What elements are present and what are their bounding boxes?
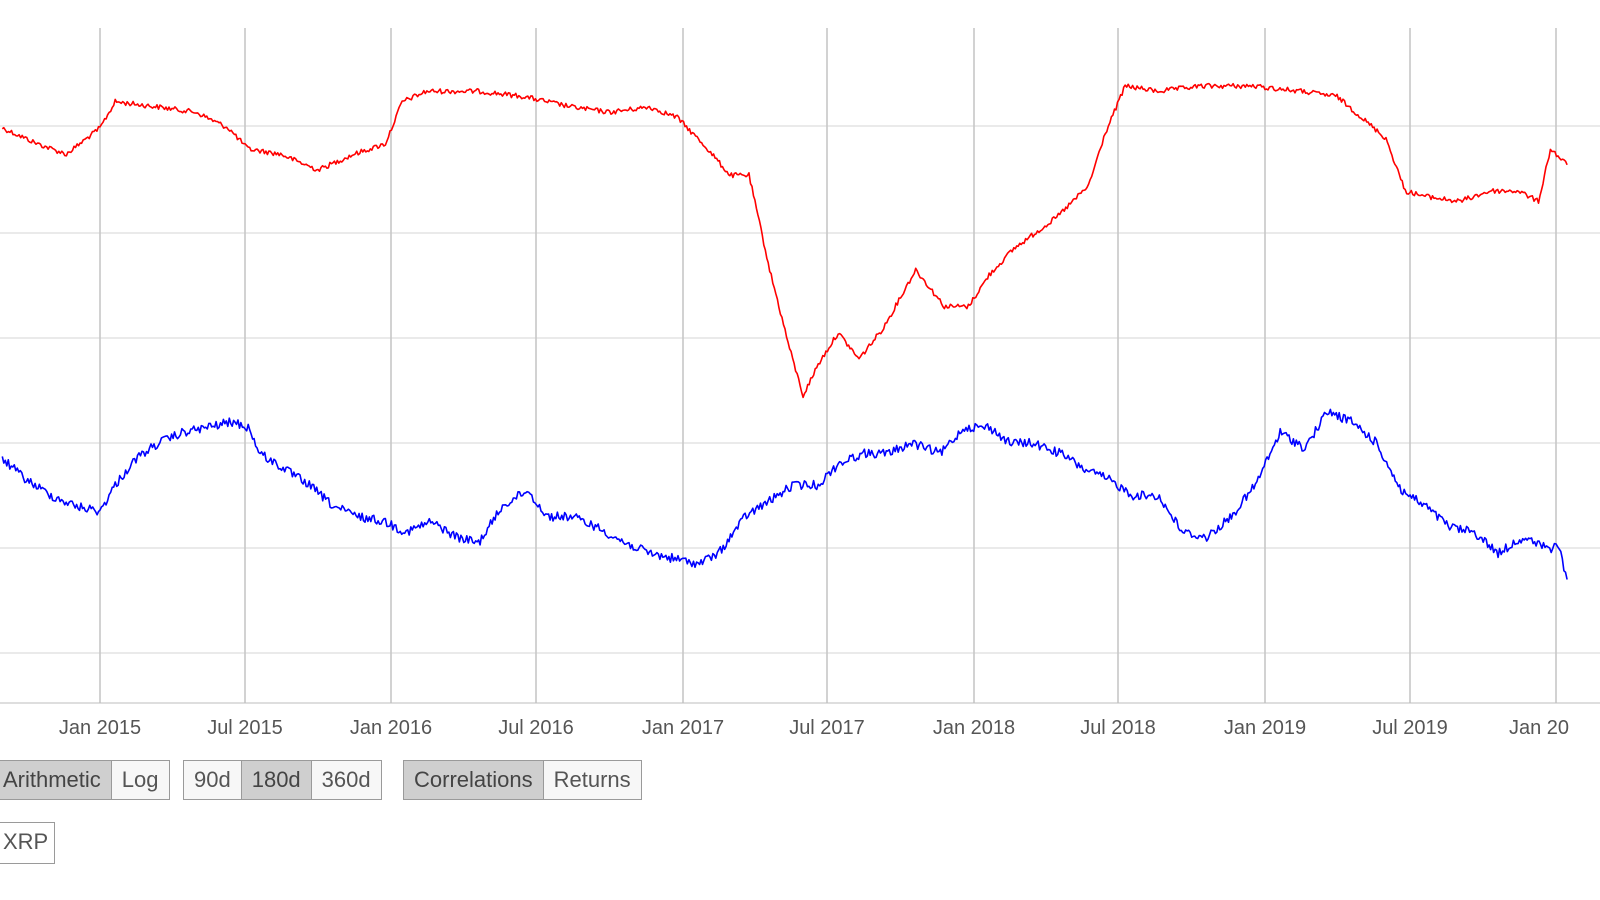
x-tick-label: Jul 2016 — [498, 717, 574, 739]
x-tick-label: Jul 2018 — [1080, 717, 1156, 739]
scale-toggle-group: Arithmetic Log — [0, 760, 170, 800]
x-tick-label: Jan 2015 — [59, 717, 141, 739]
log-button[interactable]: Log — [110, 761, 169, 799]
x-tick-label: Jan 2019 — [1224, 717, 1306, 739]
asset-selector: XRP — [0, 822, 56, 864]
x-tick-label: Jul 2019 — [1372, 717, 1448, 739]
x-tick-label: Jan 2016 — [350, 717, 432, 739]
x-tick-label: Jan 2017 — [642, 717, 724, 739]
red-series-line — [1, 82, 1568, 399]
180d-button[interactable]: 180d — [240, 761, 311, 799]
correlations-button[interactable]: Correlations — [404, 761, 543, 799]
x-tick-label: Jul 2015 — [207, 717, 283, 739]
blue-series-line — [1, 408, 1568, 580]
x-tick-label: Jan 2018 — [933, 717, 1015, 739]
arithmetic-button[interactable]: Arithmetic — [0, 761, 111, 799]
90d-button[interactable]: 90d — [184, 761, 241, 799]
returns-button[interactable]: Returns — [542, 761, 641, 799]
xrp-button[interactable]: XRP — [0, 823, 55, 861]
correlation-chart: Jan 2015 Jul 2015 Jan 2016 Jul 2016 Jan 2017… — [0, 28, 1600, 739]
360d-button[interactable]: 360d — [310, 761, 381, 799]
x-tick-label: Jan 20 — [1509, 717, 1569, 739]
mode-toggle-group: Correlations Returns — [403, 760, 642, 800]
window-toggle-group: 90d 180d 360d — [183, 760, 382, 800]
chart-area: Jan 2015 Jul 2015 Jan 2016 Jul 2016 Jan 2017… — [0, 28, 1600, 739]
chart-controls: Arithmetic Log 90d 180d 360d Correlation… — [0, 760, 1600, 900]
x-tick-label: Jul 2017 — [789, 717, 865, 739]
